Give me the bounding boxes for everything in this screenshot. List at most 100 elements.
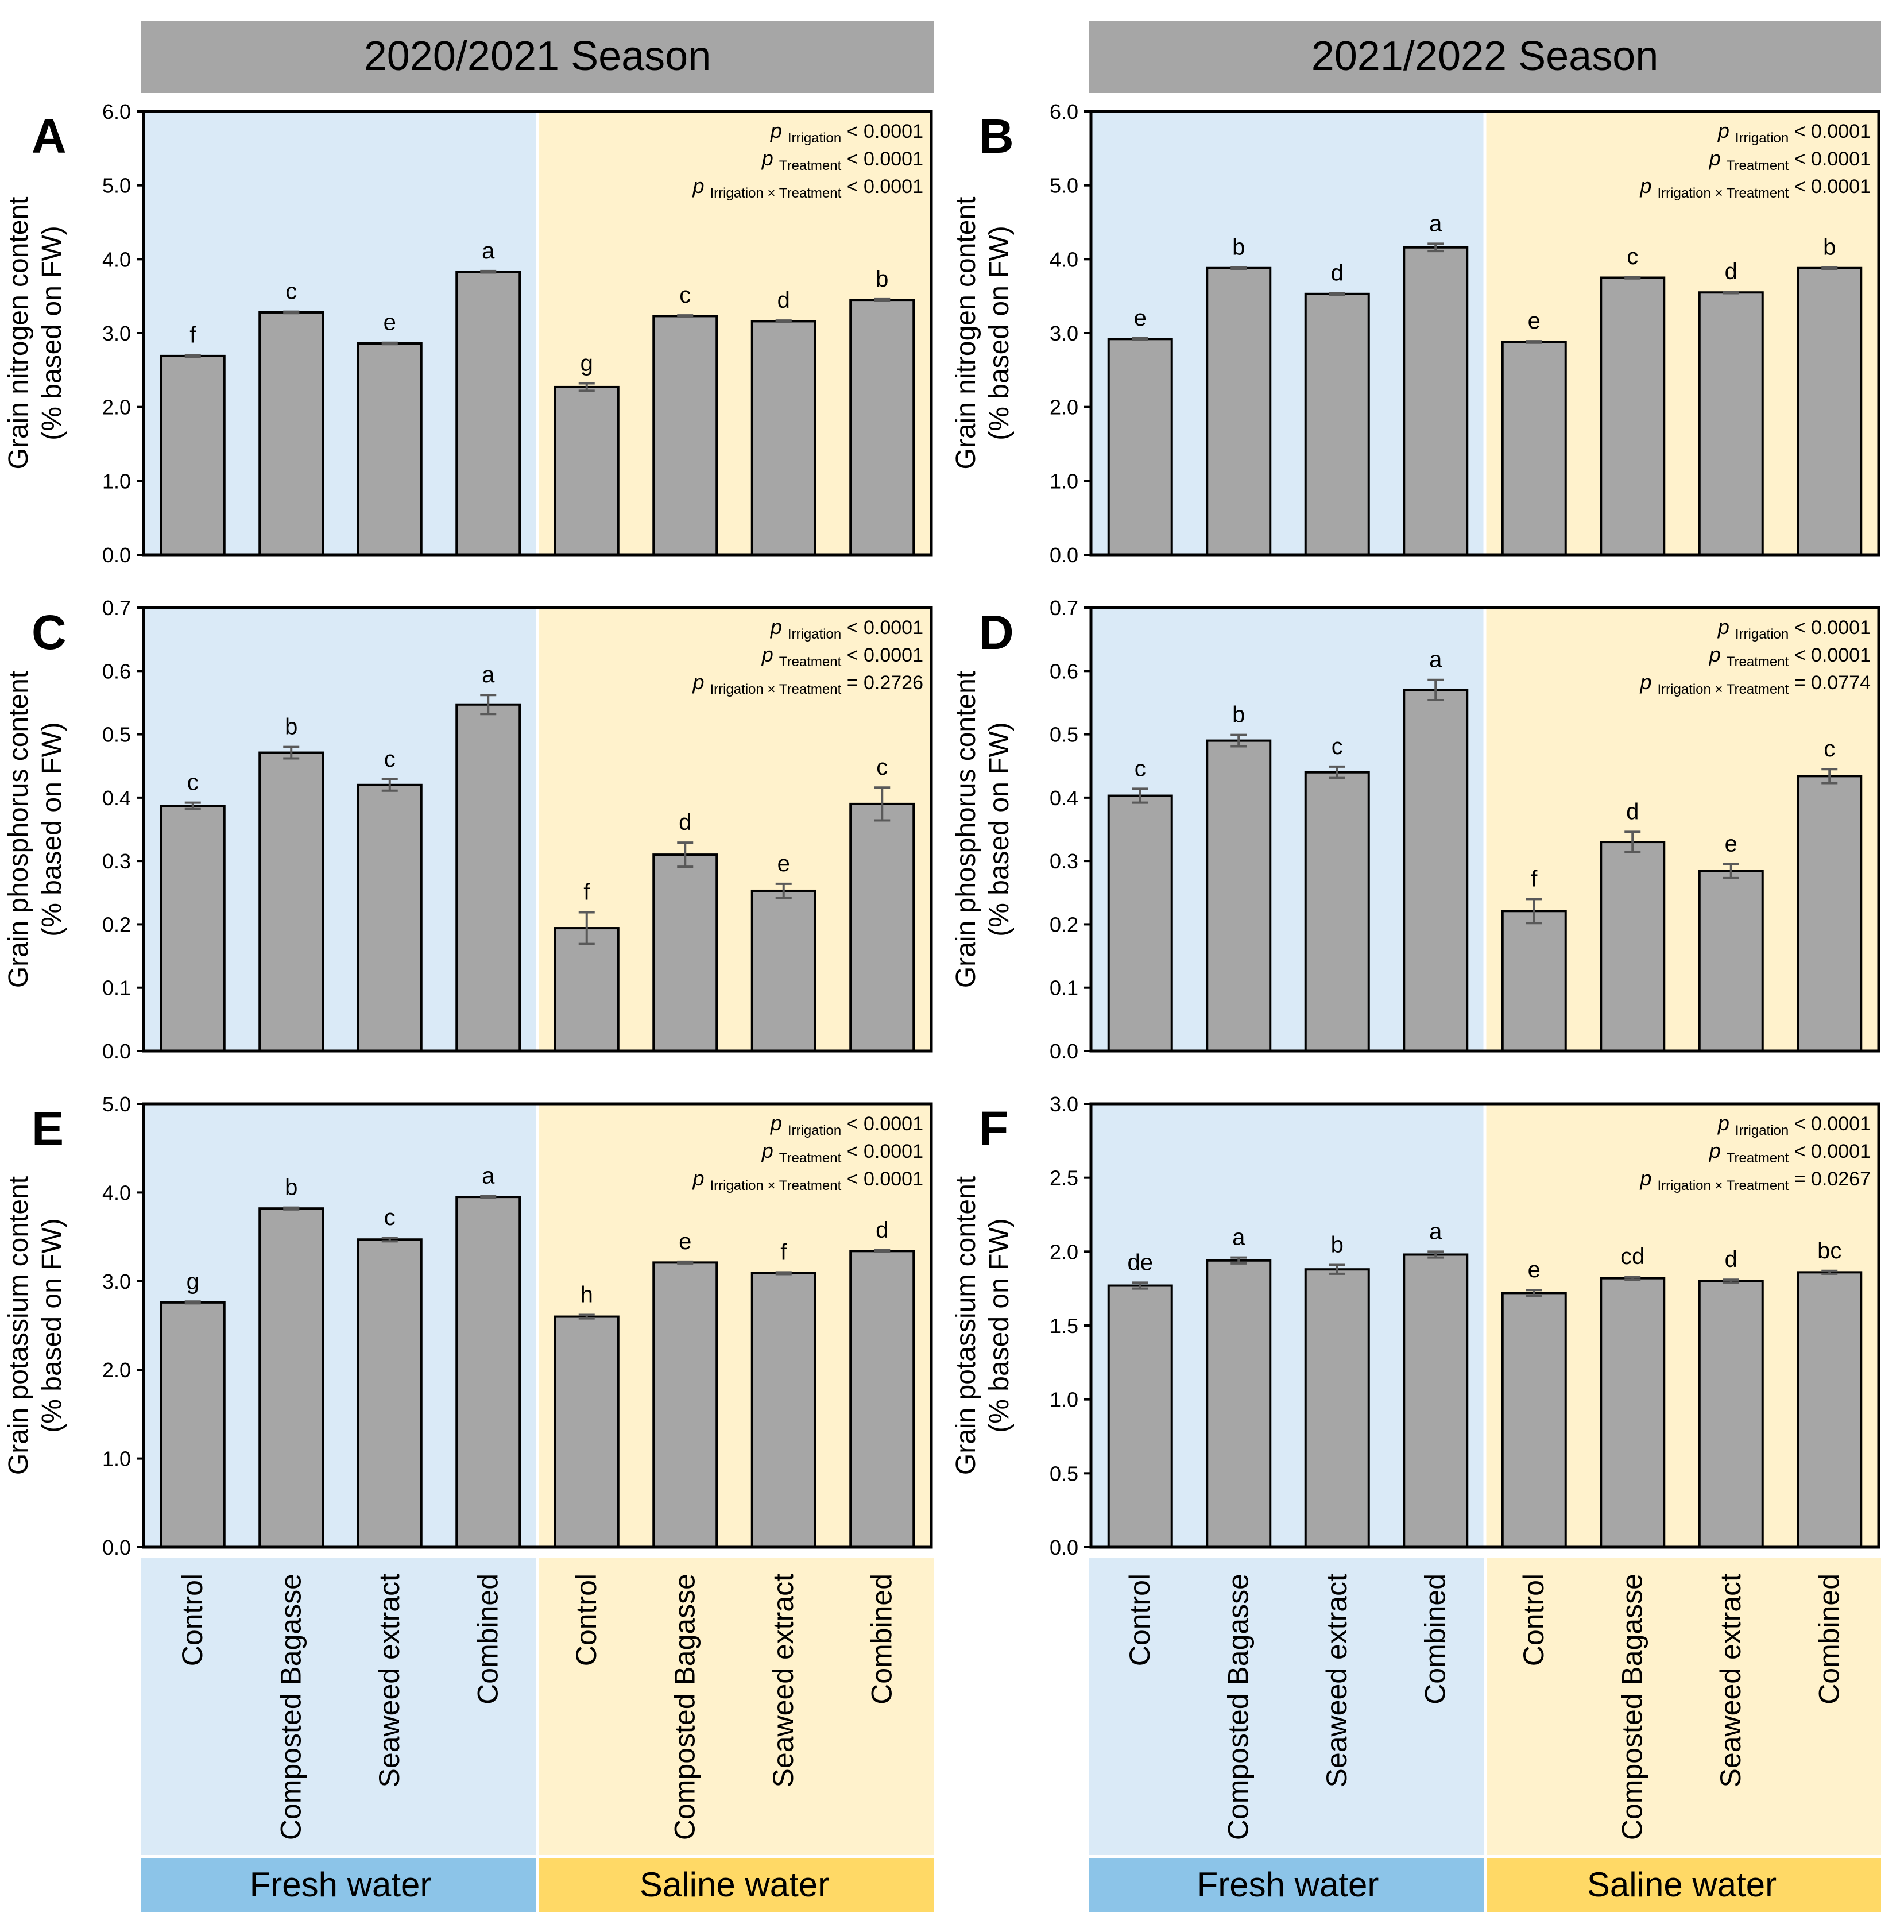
significance-letter: b (285, 1175, 297, 1200)
y-tick-label: 0.0 (1050, 1040, 1078, 1063)
y-tick-label: 0.5 (1050, 1462, 1078, 1485)
p-subscript: Irrigation (1735, 1123, 1789, 1138)
p-value-line: p Irrigation × Treatment < 0.0001 (692, 1166, 923, 1193)
y-axis-label: Grain phosphorus content (% based on FW) (951, 671, 1015, 988)
error-bar (775, 882, 792, 899)
plot-frame (1089, 606, 1880, 1053)
panel-letter: F (979, 1102, 1008, 1156)
p-value-line: p Irrigation < 0.0001 (770, 119, 923, 146)
y-axis-label: Grain potassium content (% based on FW) (3, 1176, 67, 1475)
error-bar (1624, 1276, 1641, 1281)
p-subscript: Irrigation (788, 627, 841, 642)
p-symbol: p (692, 174, 710, 198)
p-value: < 0.0001 (1789, 121, 1871, 142)
y-tick-label: 0.5 (1050, 723, 1078, 747)
error-bar (184, 1300, 201, 1305)
y-tick-label: 0.3 (102, 849, 131, 873)
y-axis-label-line: Grain potassium content (3, 1176, 34, 1475)
error-bar (1723, 1278, 1739, 1284)
p-value-line: p Treatment < 0.0001 (761, 1139, 923, 1166)
p-symbol: p (761, 1139, 779, 1162)
y-tick-label: 3.0 (102, 322, 131, 345)
y-tick-label: 0.3 (1050, 849, 1078, 873)
y-tick-label: 1.0 (1050, 1388, 1078, 1412)
y-axis-label-line: (% based on FW) (37, 1218, 67, 1432)
bar (258, 311, 324, 556)
error-bar (1427, 1250, 1444, 1259)
bar (160, 354, 226, 556)
bar (849, 802, 915, 1053)
p-subscript: Irrigation (1735, 130, 1789, 146)
p-value: < 0.0001 (1789, 644, 1871, 666)
bar (1698, 870, 1764, 1052)
p-value-line: p Treatment < 0.0001 (1709, 643, 1871, 670)
y-tick-label: 5.0 (1050, 174, 1078, 198)
y-axis-label-line: Grain phosphorus content (951, 671, 981, 988)
p-symbol: p (761, 643, 779, 666)
y-axis-label-line: (% based on FW) (984, 722, 1015, 936)
y-tick-label: 2.0 (1050, 1240, 1078, 1263)
p-subscript: Treatment (1727, 1150, 1789, 1166)
category-label: Control (570, 1574, 602, 1666)
bar (160, 805, 226, 1053)
plot-frame (142, 606, 933, 1053)
error-bar (283, 1206, 300, 1211)
category-label: Seaweed extract (1715, 1574, 1747, 1788)
p-value: < 0.0001 (1789, 617, 1871, 639)
p-subscript: Treatment (779, 654, 842, 670)
significance-letter: c (384, 747, 396, 772)
significance-letter: d (1331, 261, 1344, 286)
bar (1797, 266, 1863, 556)
error-bar (1624, 830, 1641, 853)
error-bar (578, 1313, 595, 1320)
panel-letter: C (32, 605, 67, 659)
y-tick-label: 0.7 (102, 596, 131, 620)
bar (1403, 246, 1469, 557)
bar (1206, 1259, 1272, 1549)
error-bar (874, 1249, 891, 1253)
significance-letter: c (1332, 734, 1343, 759)
p-symbol: p (692, 1166, 710, 1190)
panel-letter: E (32, 1102, 64, 1156)
p-symbol: p (1709, 146, 1727, 170)
category-label: Seaweed extract (373, 1574, 405, 1788)
y-tick-label: 2.0 (102, 396, 131, 419)
error-bar (1329, 1263, 1345, 1275)
y-axis-label-line: Grain nitrogen content (3, 197, 34, 470)
p-symbol: p (1717, 119, 1735, 142)
error-bar (874, 786, 891, 822)
bar (1600, 276, 1666, 556)
y-tick-label: 0.2 (1050, 913, 1078, 936)
error-bar (874, 297, 891, 302)
significance-letter: a (482, 1164, 495, 1189)
error-bar (1821, 768, 1838, 785)
panel-E: g b c a h e f d 0.0 1.0 2.0 3.0 4.0 5.0 Grain potassiu… (3, 1092, 933, 1559)
p-value-line: p Irrigation × Treatment = 0.2726 (692, 670, 923, 697)
category-label: Composted Bagasse (1616, 1574, 1648, 1840)
category-label: Seaweed extract (1321, 1574, 1353, 1788)
p-value-line: p Irrigation < 0.0001 (770, 615, 923, 642)
p-subscript: Treatment (1727, 654, 1789, 670)
category-label: Control (176, 1574, 208, 1666)
p-value: < 0.0001 (841, 121, 923, 142)
significance-letter: a (1232, 1225, 1245, 1250)
bar (554, 385, 620, 557)
y-axis-label: Grain nitrogen content (% based on FW) (951, 197, 1015, 470)
significance-letter: c (384, 1205, 396, 1230)
p-value-line: p Irrigation < 0.0001 (1717, 119, 1871, 146)
y-axis-label-line: (% based on FW) (37, 226, 67, 440)
saline-water-label: Saline water (1587, 1865, 1777, 1904)
p-value: < 0.0001 (841, 1168, 923, 1190)
significance-letter: d (1725, 1247, 1737, 1272)
significance-letter: f (780, 1239, 787, 1265)
y-tick-label: 0.0 (1050, 543, 1078, 567)
p-value-line: p Treatment < 0.0001 (761, 146, 923, 173)
error-bar (1526, 340, 1542, 344)
plot-frame (142, 1102, 933, 1549)
significance-letter: e (777, 851, 790, 876)
bar (1403, 689, 1469, 1053)
significance-letter: b (285, 714, 297, 740)
bar (1304, 1268, 1370, 1549)
error-bar (1230, 1256, 1247, 1265)
